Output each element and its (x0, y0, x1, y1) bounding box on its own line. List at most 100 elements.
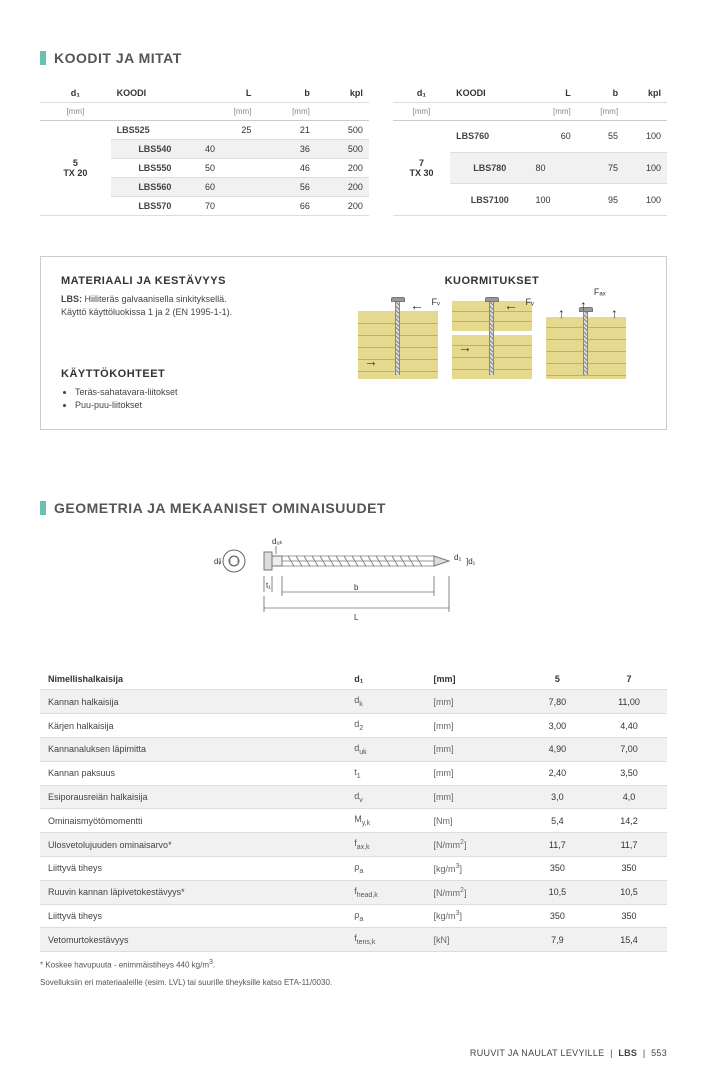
cell-b: 55 (577, 121, 624, 153)
unit-koodi-b (450, 103, 529, 121)
prop-name-cell: Kannan paksuus (40, 761, 346, 785)
cell-L: 60 (199, 178, 257, 197)
cell-L: 80 (530, 152, 577, 184)
th-b-b: b (577, 84, 624, 103)
prop-value-5: 350 (524, 904, 591, 928)
prop-name-cell: Ulosvetolujuuden ominaisarvo* (40, 833, 346, 857)
svg-text:b: b (354, 583, 359, 592)
prop-name-cell: Liittyvä tiheys (40, 856, 346, 880)
prop-name-cell: Kärjen halkaisija (40, 714, 346, 738)
svg-text:t₁: t₁ (266, 581, 271, 590)
cell-kpl: 100 (624, 121, 667, 153)
prop-unit-cell: [mm] (426, 761, 524, 785)
prop-value-5: 10,5 (524, 880, 591, 904)
footnote-1: * Koskee havupuuta - enimmäistiheys 440 … (40, 958, 667, 971)
page-footer: RUUVIT JA NAULAT LEVYILLE | LBS | 553 (40, 1048, 667, 1058)
th-kpl-b: kpl (624, 84, 667, 103)
table-row: Kannan paksuust1[mm]2,403,50 (40, 761, 667, 785)
cell-L: 25 (199, 121, 257, 140)
prop-value-7: 14,2 (591, 809, 667, 833)
prop-symbol-cell: d2 (346, 714, 425, 738)
material-heading: MATERIAALI JA KESTÄVYYS (61, 275, 318, 287)
table-row: Ulosvetolujuuden ominaisarvo*fax,k[N/mm2… (40, 833, 667, 857)
cell-b: 95 (577, 184, 624, 216)
screw-dimension-figure: dᵥ dᵤₖ d₂ ]d₁ (40, 536, 667, 629)
table-row: 5TX 20LBS5252521500 (40, 121, 369, 140)
usage-item: Puu-puu-liitokset (75, 399, 318, 412)
cell-L: 40 (199, 140, 257, 159)
table-row: 7TX 30LBS7606055100 (393, 121, 667, 153)
table-row: OminaismyötömomenttiMy,k[Nm]5,414,2 (40, 809, 667, 833)
info-left-column: MATERIAALI JA KESTÄVYYS LBS: Hiiliteräs … (61, 275, 318, 411)
prop-symbol-cell: dk (346, 690, 425, 714)
force-fv-label: Fᵥ (432, 297, 440, 307)
prop-th-name: Nimellishalkaisija (40, 669, 346, 690)
cell-kpl: 200 (316, 159, 369, 178)
footer-product: LBS (618, 1048, 637, 1058)
prop-symbol-cell: duk (346, 737, 425, 761)
table-row: Kannan halkaisijadk[mm]7,8011,00 (40, 690, 667, 714)
loads-heading: KUORMITUKSET (338, 275, 646, 287)
cell-kpl: 500 (316, 121, 369, 140)
table-row: Vetomurtokestävyysftens,k[kN]7,915,4 (40, 928, 667, 952)
prop-name-cell: Liittyvä tiheys (40, 904, 346, 928)
th-koodi-b: KOODI (450, 84, 529, 103)
cell-L: 60 (530, 121, 577, 153)
unit-b-b: [mm] (577, 103, 624, 121)
prop-symbol-cell: ftens,k (346, 928, 425, 952)
th-kpl: kpl (316, 84, 369, 103)
prop-value-7: 350 (591, 904, 667, 928)
table-row: Kärjen halkaisijad2[mm]3,004,40 (40, 714, 667, 738)
prop-value-7: 10,5 (591, 880, 667, 904)
prop-value-7: 11,7 (591, 833, 667, 857)
prop-th-7: 7 (591, 669, 667, 690)
unit-L: [mm] (199, 103, 257, 121)
cell-koodi: LBS780 (450, 152, 529, 184)
prop-symbol-cell: fhead,k (346, 880, 425, 904)
th-d1: d₁ (40, 84, 111, 103)
cell-b: 21 (257, 121, 315, 140)
cell-koodi: LBS570 (111, 197, 199, 216)
rowspan-d1-cell: 7TX 30 (393, 121, 450, 216)
material-prefix: LBS: (61, 294, 82, 304)
cell-koodi: LBS760 (450, 121, 529, 153)
table-row: Esiporausreiän halkaisijadv[mm]3,04,0 (40, 785, 667, 809)
unit-kpl-b (624, 103, 667, 121)
prop-symbol-cell: My,k (346, 809, 425, 833)
codes-tables-row: d₁ KOODI L b kpl [mm] [mm] [mm] 5TX 20LB… (40, 84, 667, 216)
prop-value-5: 4,90 (524, 737, 591, 761)
cell-b: 66 (257, 197, 315, 216)
prop-name-cell: Ominaismyötömomentti (40, 809, 346, 833)
prop-value-5: 11,7 (524, 833, 591, 857)
force-fv-label: Fᵥ (526, 297, 534, 307)
prop-symbol-cell: fax,k (346, 833, 425, 857)
load-diagram-axial: Fₐₓ (546, 301, 626, 379)
force-fax-label: Fₐₓ (594, 287, 606, 297)
cell-kpl: 100 (624, 184, 667, 216)
footnote-2: Sovelluksiin eri materiaaleille (esim. L… (40, 977, 667, 988)
cell-L: 50 (199, 159, 257, 178)
prop-unit-cell: [kg/m3] (426, 904, 524, 928)
cell-koodi: LBS550 (111, 159, 199, 178)
usage-list: Teräs-sahatavara-liitokset Puu-puu-liito… (75, 386, 318, 411)
table-row: Liittyvä tiheysρa[kg/m3]350350 (40, 856, 667, 880)
th-koodi: KOODI (111, 84, 199, 103)
prop-name-cell: Ruuvin kannan läpivetokestävyys* (40, 880, 346, 904)
prop-unit-cell: [mm] (426, 737, 524, 761)
prop-symbol-cell: ρa (346, 856, 425, 880)
footer-category: RUUVIT JA NAULAT LEVYILLE (470, 1048, 605, 1058)
material-line1-rest: Hiiliteräs galvaanisella sinkityksellä. (85, 294, 227, 304)
prop-th-5: 5 (524, 669, 591, 690)
unit-koodi (111, 103, 199, 121)
cell-koodi: LBS7100 (450, 184, 529, 216)
unit-kpl (316, 103, 369, 121)
cell-kpl: 200 (316, 178, 369, 197)
prop-value-7: 4,40 (591, 714, 667, 738)
prop-unit-cell: [N/mm2] (426, 833, 524, 857)
unit-d1: [mm] (40, 103, 111, 121)
prop-th-sym: d₁ (346, 669, 425, 690)
cell-b: 46 (257, 159, 315, 178)
cell-b: 75 (577, 152, 624, 184)
svg-text:L: L (354, 613, 359, 622)
arrow-left-icon (504, 297, 518, 313)
